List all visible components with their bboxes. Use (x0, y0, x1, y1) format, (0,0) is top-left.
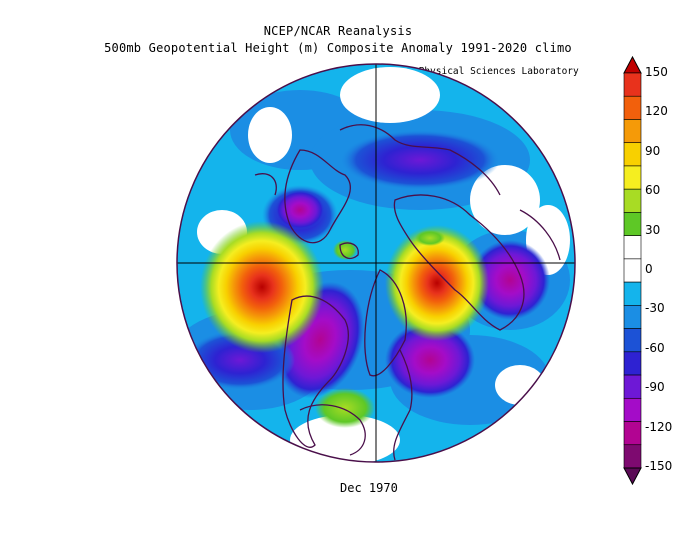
title-line-2: 500mb Geopotential Height (m) Composite … (104, 41, 572, 55)
colorbar-segment (623, 188, 642, 213)
colorbar-tick-label: -90 (645, 380, 665, 395)
colorbar-segment (623, 328, 642, 353)
title-line-1: NCEP/NCAR Reanalysis (263, 24, 413, 38)
colorbar-tick-label: 0 (645, 262, 653, 276)
colorbar-segment (623, 72, 642, 97)
colorbar-arrow-top (623, 55, 642, 74)
colorbar-segment (623, 119, 642, 144)
colorbar-segment (623, 444, 642, 469)
colorbar-tick-label: -120 (645, 419, 673, 434)
colorbar-segment (623, 95, 642, 120)
date-label: Dec 1970 (340, 481, 398, 495)
anomaly-field (177, 64, 575, 462)
colorbar-segment (623, 142, 642, 167)
credit-label: NOAA Physical Sciences Laboratory (390, 66, 579, 77)
colorbar-segment (623, 374, 642, 399)
colorbar-segment (623, 305, 642, 329)
colorbar-tick-label: -60 (645, 340, 665, 355)
colorbar-tick-label: 150 (645, 65, 668, 79)
colorbar-segment (623, 351, 642, 376)
colorbar (623, 55, 642, 486)
colorbar-segment (623, 258, 642, 283)
colorbar-tick-label: 30 (645, 222, 661, 237)
colorbar-arrow-bottom (623, 467, 642, 486)
colorbar-tick-label: -30 (645, 301, 665, 316)
colorbar-tick-label: 60 (645, 183, 661, 198)
colorbar-segment (623, 212, 642, 236)
colorbar-segment (623, 165, 642, 190)
colorbar-segment (623, 235, 642, 260)
colorbar-tick-label: 120 (645, 104, 668, 119)
colorbar-tick-label: -150 (645, 459, 673, 473)
colorbar-segment (623, 421, 642, 446)
map-boundary (176, 63, 576, 463)
coastlines (254, 124, 561, 461)
colorbar-tick-label: 90 (645, 143, 661, 158)
colorbar-segment (623, 281, 642, 306)
colorbar-segment (623, 397, 642, 422)
